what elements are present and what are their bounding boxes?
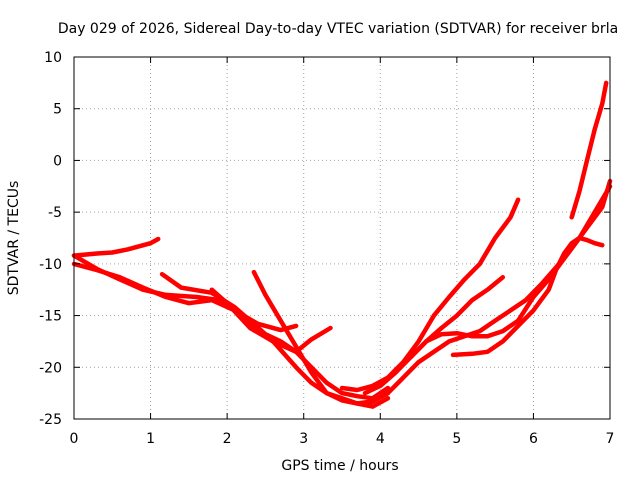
y-tick-label: -20: [39, 360, 62, 376]
x-tick-label: 0: [70, 431, 79, 447]
x-tick-label: 2: [223, 431, 232, 447]
y-tick-label: 10: [44, 50, 62, 66]
axis-ticks: [73, 56, 611, 420]
x-tick-label: 3: [299, 431, 308, 447]
series-8-trace: [362, 275, 506, 396]
series-1-trace: [71, 236, 161, 258]
data-series: [71, 80, 613, 409]
y-tick-label: -5: [48, 205, 62, 221]
series-6-trace: [251, 269, 391, 406]
series-12-trace: [569, 80, 609, 220]
y-tick-label: -25: [39, 412, 62, 428]
y-tick-label: -15: [39, 309, 62, 325]
y-tick-label: 0: [53, 153, 62, 169]
x-tick-label: 4: [376, 431, 385, 447]
x-tick-label: 6: [529, 431, 538, 447]
grid-lines: [74, 57, 610, 419]
x-axis-label: GPS time / hours: [281, 458, 398, 474]
y-tick-labels: 10 5 0 -5 -10 -15 -20 -25: [39, 50, 62, 428]
y-axis-label: SDTVAR / TECUs: [6, 181, 22, 296]
x-tick-label: 7: [606, 431, 615, 447]
x-tick-labels: 0 1 2 3 4 5 6 7: [70, 431, 615, 447]
y-tick-label: 5: [53, 102, 62, 118]
plot-frame: [73, 56, 611, 420]
series-11-trace: [450, 235, 605, 358]
x-tick-label: 5: [452, 431, 461, 447]
y-tick-label: -10: [39, 257, 62, 273]
series-7-trace: [339, 197, 521, 393]
series-4-trace: [159, 271, 391, 401]
x-tick-label: 1: [146, 431, 155, 447]
chart-title: Day 029 of 2026, Sidereal Day-to-day VTE…: [58, 21, 618, 37]
